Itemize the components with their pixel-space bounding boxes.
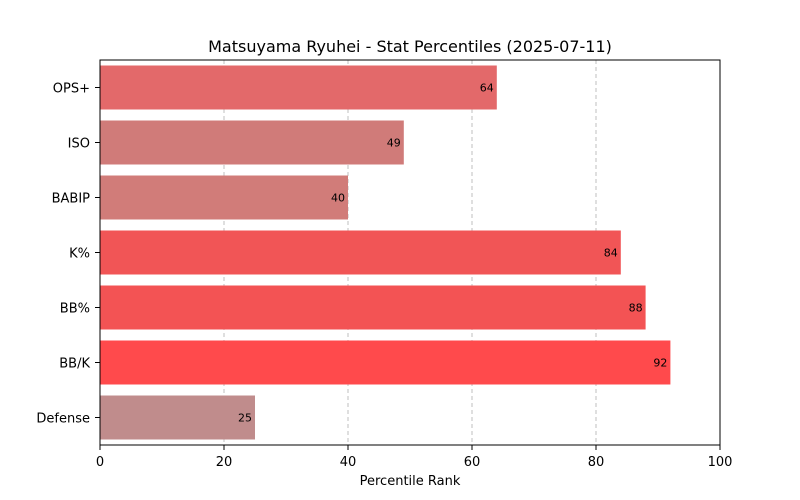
- bar-bb: [100, 285, 646, 330]
- y-tick-label: BB%: [60, 302, 90, 317]
- chart-title: Matsuyama Ryuhei - Stat Percentiles (202…: [208, 37, 612, 56]
- bar-babip: [100, 175, 348, 220]
- y-tick-label: K%: [69, 247, 90, 262]
- x-tick-label: 100: [708, 455, 733, 470]
- y-axis-ticks: OPS+ ISO BABIP K% BB% BB/K Defense: [36, 82, 100, 427]
- x-tick-label: 0: [96, 455, 104, 470]
- y-tick-label: Defense: [36, 412, 90, 427]
- y-tick-label: BABIP: [52, 192, 91, 207]
- bar-iso: [100, 120, 404, 165]
- x-tick-label: 40: [340, 455, 357, 470]
- bar-defense: [100, 395, 255, 440]
- x-tick-label: 80: [588, 455, 605, 470]
- y-tick-label: ISO: [68, 137, 90, 152]
- bar-value-label: 25: [238, 412, 252, 425]
- bar-value-label: 64: [480, 82, 494, 95]
- x-tick-label: 60: [464, 455, 481, 470]
- bar-value-label: 88: [629, 302, 643, 315]
- bar-value-label: 92: [653, 357, 667, 370]
- bar-value-label: 40: [331, 192, 345, 205]
- bar-value-label: 84: [604, 247, 618, 260]
- bar-k: [100, 230, 621, 275]
- bar-value-label: 49: [387, 137, 401, 150]
- y-tick-label: BB/K: [59, 357, 90, 372]
- bars: 64 49 40 84 88 92 25: [100, 65, 671, 440]
- x-tick-label: 20: [216, 455, 233, 470]
- x-axis-label: Percentile Rank: [360, 474, 461, 489]
- x-axis-ticks: 0 20 40 60 80 100: [96, 445, 733, 470]
- y-tick-label: OPS+: [53, 82, 90, 97]
- bar-ops: [100, 65, 497, 110]
- bar-bb-k: [100, 340, 671, 385]
